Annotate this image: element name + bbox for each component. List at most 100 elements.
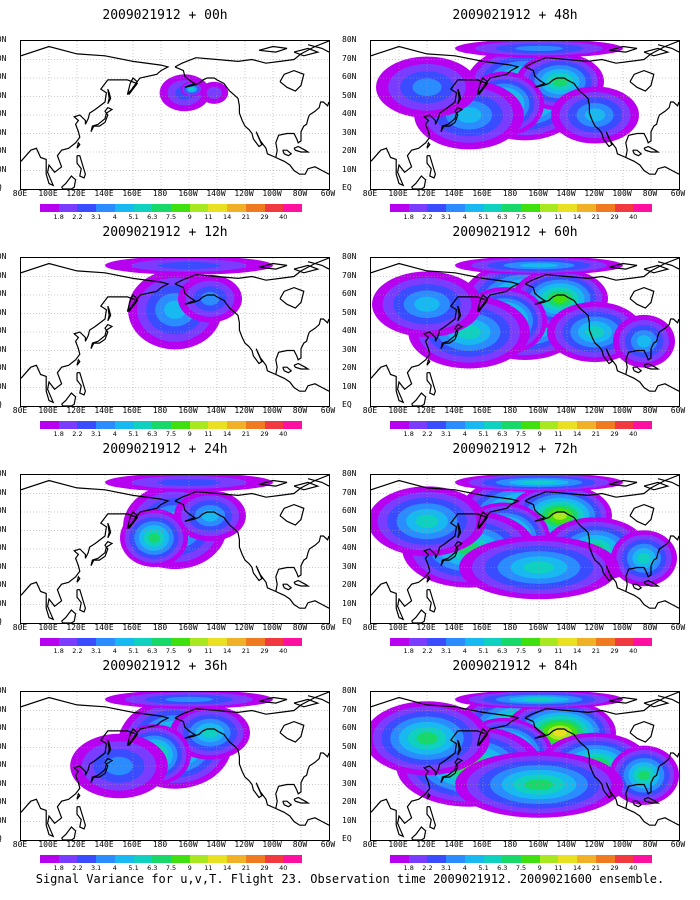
map-canvas	[21, 692, 329, 840]
colorbar-swatch	[464, 204, 484, 212]
longitude-tick-label: 80W	[292, 623, 308, 632]
colorbar-swatch	[58, 204, 78, 212]
longitude-tick-label: 140W	[556, 406, 576, 415]
colorbar-level-label: 9	[537, 213, 542, 221]
colorbar-level-label: 1.8	[403, 213, 414, 221]
longitude-tick-label: 100W	[612, 623, 632, 632]
longitude-tick-label: 160E	[122, 840, 142, 849]
colorbar-swatch	[483, 855, 503, 863]
coastlines	[21, 475, 329, 623]
latitude-tick-label: 80N	[342, 686, 357, 695]
colorbar-level-label: 1.8	[403, 430, 414, 438]
map-canvas	[371, 258, 679, 406]
colorbar-level-label: 14	[573, 864, 582, 872]
latitude-tick-label: 30N	[0, 344, 7, 354]
variance-field	[371, 692, 679, 818]
coastline	[174, 475, 329, 502]
colorbar-level-label: 3.1	[90, 430, 102, 438]
latitude-tick-label: 70N	[0, 53, 7, 63]
colorbar-swatch	[227, 421, 246, 429]
colorbar-level-label: 9	[187, 647, 192, 655]
coastline	[76, 792, 81, 800]
coastline	[371, 45, 520, 187]
colorbar-swatch	[502, 638, 522, 646]
colorbar-level-label: 7.5	[165, 430, 177, 438]
coastline	[524, 66, 679, 175]
colorbar-level-label: 2.2	[72, 647, 83, 655]
latitude-tick-label: 40N	[0, 326, 7, 335]
panel-title: 2009021912 + 36h	[102, 659, 228, 674]
colorbar-swatch	[133, 204, 153, 212]
colorbar-swatch	[521, 855, 540, 863]
longitude-tick-label: 160W	[178, 406, 198, 415]
longitude-tick-label: 80W	[642, 623, 658, 632]
map-gridlines	[21, 692, 329, 840]
coastline	[643, 47, 670, 57]
colorbar-swatch	[595, 638, 615, 646]
longitude-tick-label: 80E	[362, 623, 378, 632]
longitude-tick-label: 160W	[178, 623, 198, 632]
colorbar-swatch	[189, 638, 209, 646]
coastline	[293, 579, 311, 587]
variance-contour	[416, 732, 438, 745]
colorbar-level-label: 5.1	[128, 864, 139, 872]
coastline	[293, 698, 320, 708]
longitude-tick-label: 80E	[12, 840, 28, 849]
colorbar-level-label: 4	[112, 213, 117, 221]
colorbar-labels: 1.8 2.2 3.1 4 5.1 6.3 7.5 9 11 14 21 29 40	[40, 431, 302, 439]
colorbar-level-label: 4	[462, 213, 467, 221]
latitude-tick-label: 20N	[0, 363, 7, 372]
colorbar-swatch	[595, 421, 615, 429]
coastline	[457, 305, 462, 322]
colorbar-level-label: 9	[537, 430, 542, 438]
colorbar-swatch	[96, 421, 115, 429]
colorbar-labels: 1.8 2.2 3.1 4 5.1 6.3 7.5 9 11 14 21 29 40	[390, 214, 652, 222]
colorbar-level-label: 11	[204, 213, 213, 221]
longitude-tick-label: 120W	[234, 406, 254, 415]
longitude-tick-label: 160W	[528, 406, 548, 415]
coastline	[307, 478, 329, 487]
latitude-tick-label: 70N	[342, 53, 357, 63]
coastline	[457, 522, 462, 539]
coastline	[625, 535, 679, 592]
longitude-tick-label: 140W	[556, 840, 576, 849]
colorbar-labels: 1.8 2.2 3.1 4 5.1 6.3 7.5 9 11 14 21 29 40	[390, 648, 652, 656]
latitude-tick-label: 50N	[0, 90, 7, 100]
latitude-tick-label: 60N	[342, 289, 357, 298]
latitude-tick-label: 80N	[0, 35, 7, 44]
colorbar-swatch	[521, 204, 540, 212]
colorbar-level-label: 7.5	[515, 430, 527, 438]
latitude-tick-label: EQ	[0, 184, 2, 192]
longitude-tick-label: 100W	[612, 840, 632, 849]
longitude-tick-label: 60W	[670, 406, 686, 415]
colorbar-level-label: 11	[554, 647, 563, 655]
colorbar-level-label: 40	[279, 430, 288, 438]
colorbar-swatch	[114, 421, 134, 429]
latitude-axis-labels: 80N 70N 60N 50N 40N 30N 20N 10N EQ	[342, 470, 368, 626]
coastline	[629, 503, 655, 526]
coastline	[258, 262, 288, 270]
latitude-tick-label: EQ	[342, 400, 352, 409]
colorbar-level-label: 1.8	[403, 647, 414, 655]
colorbar-swatch	[427, 638, 447, 646]
colorbar-level-label: 14	[223, 213, 232, 221]
latitude-tick-label: 40N	[342, 760, 357, 769]
longitude-tick-label: 60W	[670, 189, 686, 198]
longitude-tick-label: 140E	[94, 406, 114, 415]
longitude-tick-label: 120W	[584, 840, 604, 849]
coastline	[643, 481, 670, 491]
colorbar-swatch	[577, 638, 596, 646]
colorbar-level-label: 3.1	[440, 430, 452, 438]
colorbar-swatch	[483, 204, 503, 212]
colorbar-swatch	[408, 855, 428, 863]
colorbar-level-label: 2.2	[422, 864, 433, 872]
latitude-axis-labels: 80N 70N 60N 50N 40N 30N 20N 10N EQ	[0, 36, 18, 192]
colorbar-level-label: 1.8	[403, 864, 414, 872]
colorbar-level-label: 40	[629, 864, 638, 872]
coastline	[643, 264, 670, 274]
colorbar-swatch	[77, 855, 97, 863]
colorbar-swatch	[77, 421, 97, 429]
colorbar-swatch	[208, 204, 228, 212]
variance-contour	[189, 87, 194, 91]
coastline	[632, 366, 643, 374]
